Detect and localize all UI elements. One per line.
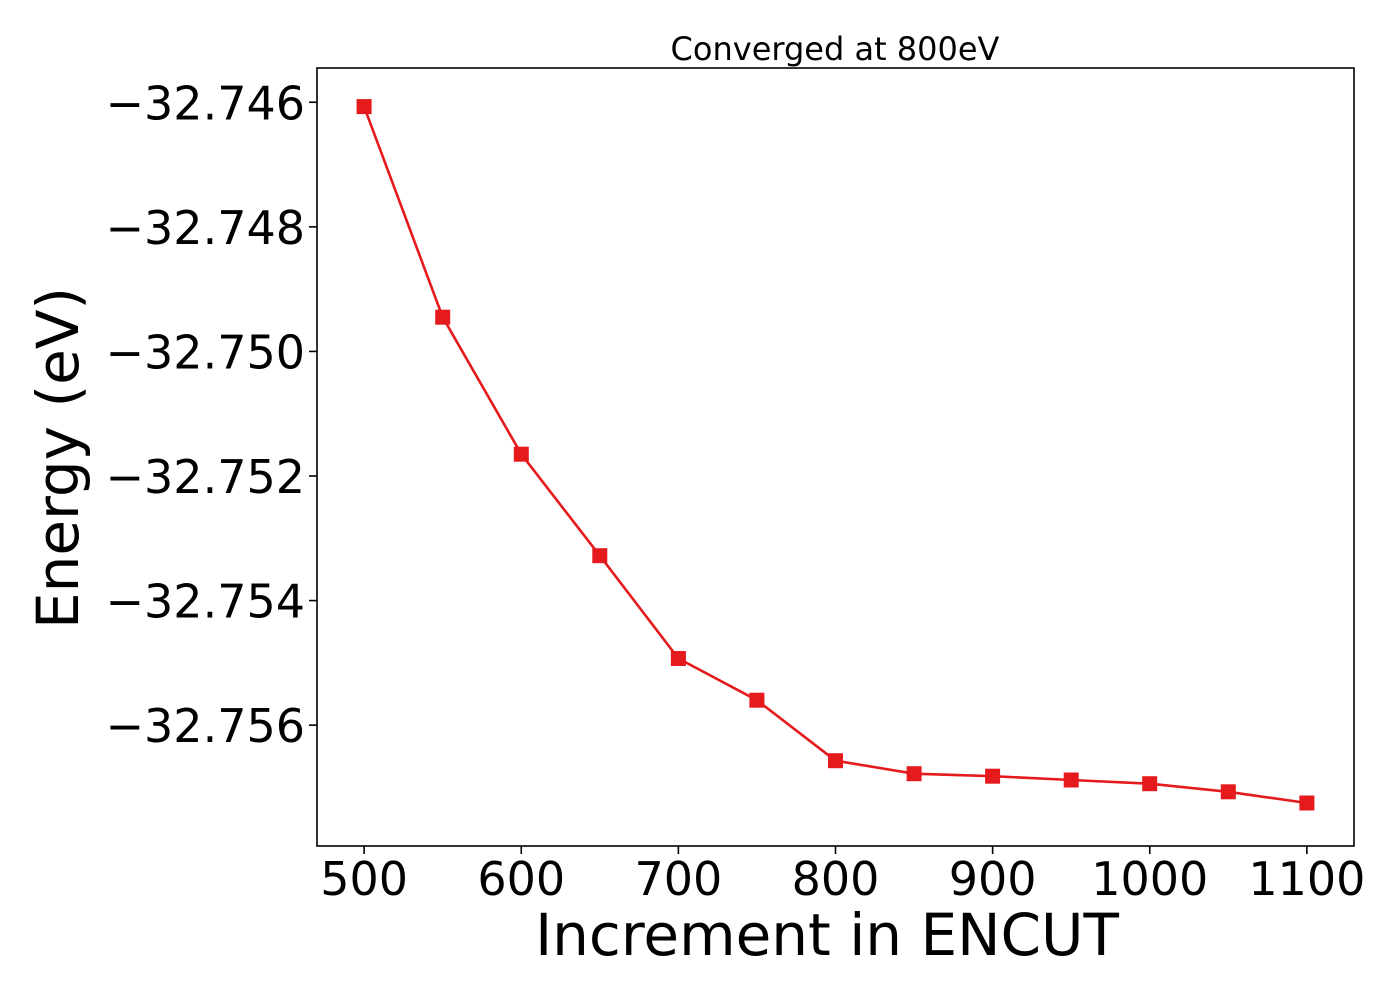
x-tick-label: 1100 [1248, 852, 1365, 906]
data-point-marker [1142, 776, 1158, 792]
x-tick-label: 500 [320, 852, 408, 906]
x-tick-label: 1000 [1091, 852, 1208, 906]
plot-area: 500 600 700 800 900 1000 1100 −32.746 −32.748 −32… [106, 67, 1365, 906]
data-point-marker [1063, 772, 1079, 788]
x-tick-label: 700 [634, 852, 722, 906]
data-point-marker [356, 99, 372, 115]
data-point-marker [828, 753, 843, 769]
y-tick-label: −32.752 [106, 450, 306, 504]
data-point-marker [1220, 784, 1236, 800]
y-tick-label: −32.754 [106, 575, 306, 629]
x-tick-label: 600 [477, 852, 565, 906]
x-tick-label: 800 [792, 852, 880, 906]
y-tick-label: −32.756 [106, 699, 306, 753]
data-point-marker [670, 651, 686, 666]
data-point-marker [1299, 795, 1315, 811]
chart-title: Converged at 800eV [671, 30, 1000, 68]
y-tick-label: −32.750 [106, 325, 306, 379]
y-axis-title: Energy (eV) [24, 287, 92, 629]
data-point-marker [435, 309, 451, 325]
data-point-marker [513, 446, 529, 462]
data-point-marker [592, 548, 608, 564]
x-axis-title: Increment in ENCUT [535, 901, 1119, 969]
data-point-marker [906, 766, 922, 782]
data-point-marker [985, 768, 1001, 784]
x-tick-label: 900 [949, 852, 1037, 906]
y-tick-label: −32.746 [106, 76, 306, 130]
data-point-marker [749, 692, 765, 708]
y-tick-label: −32.748 [106, 201, 306, 255]
